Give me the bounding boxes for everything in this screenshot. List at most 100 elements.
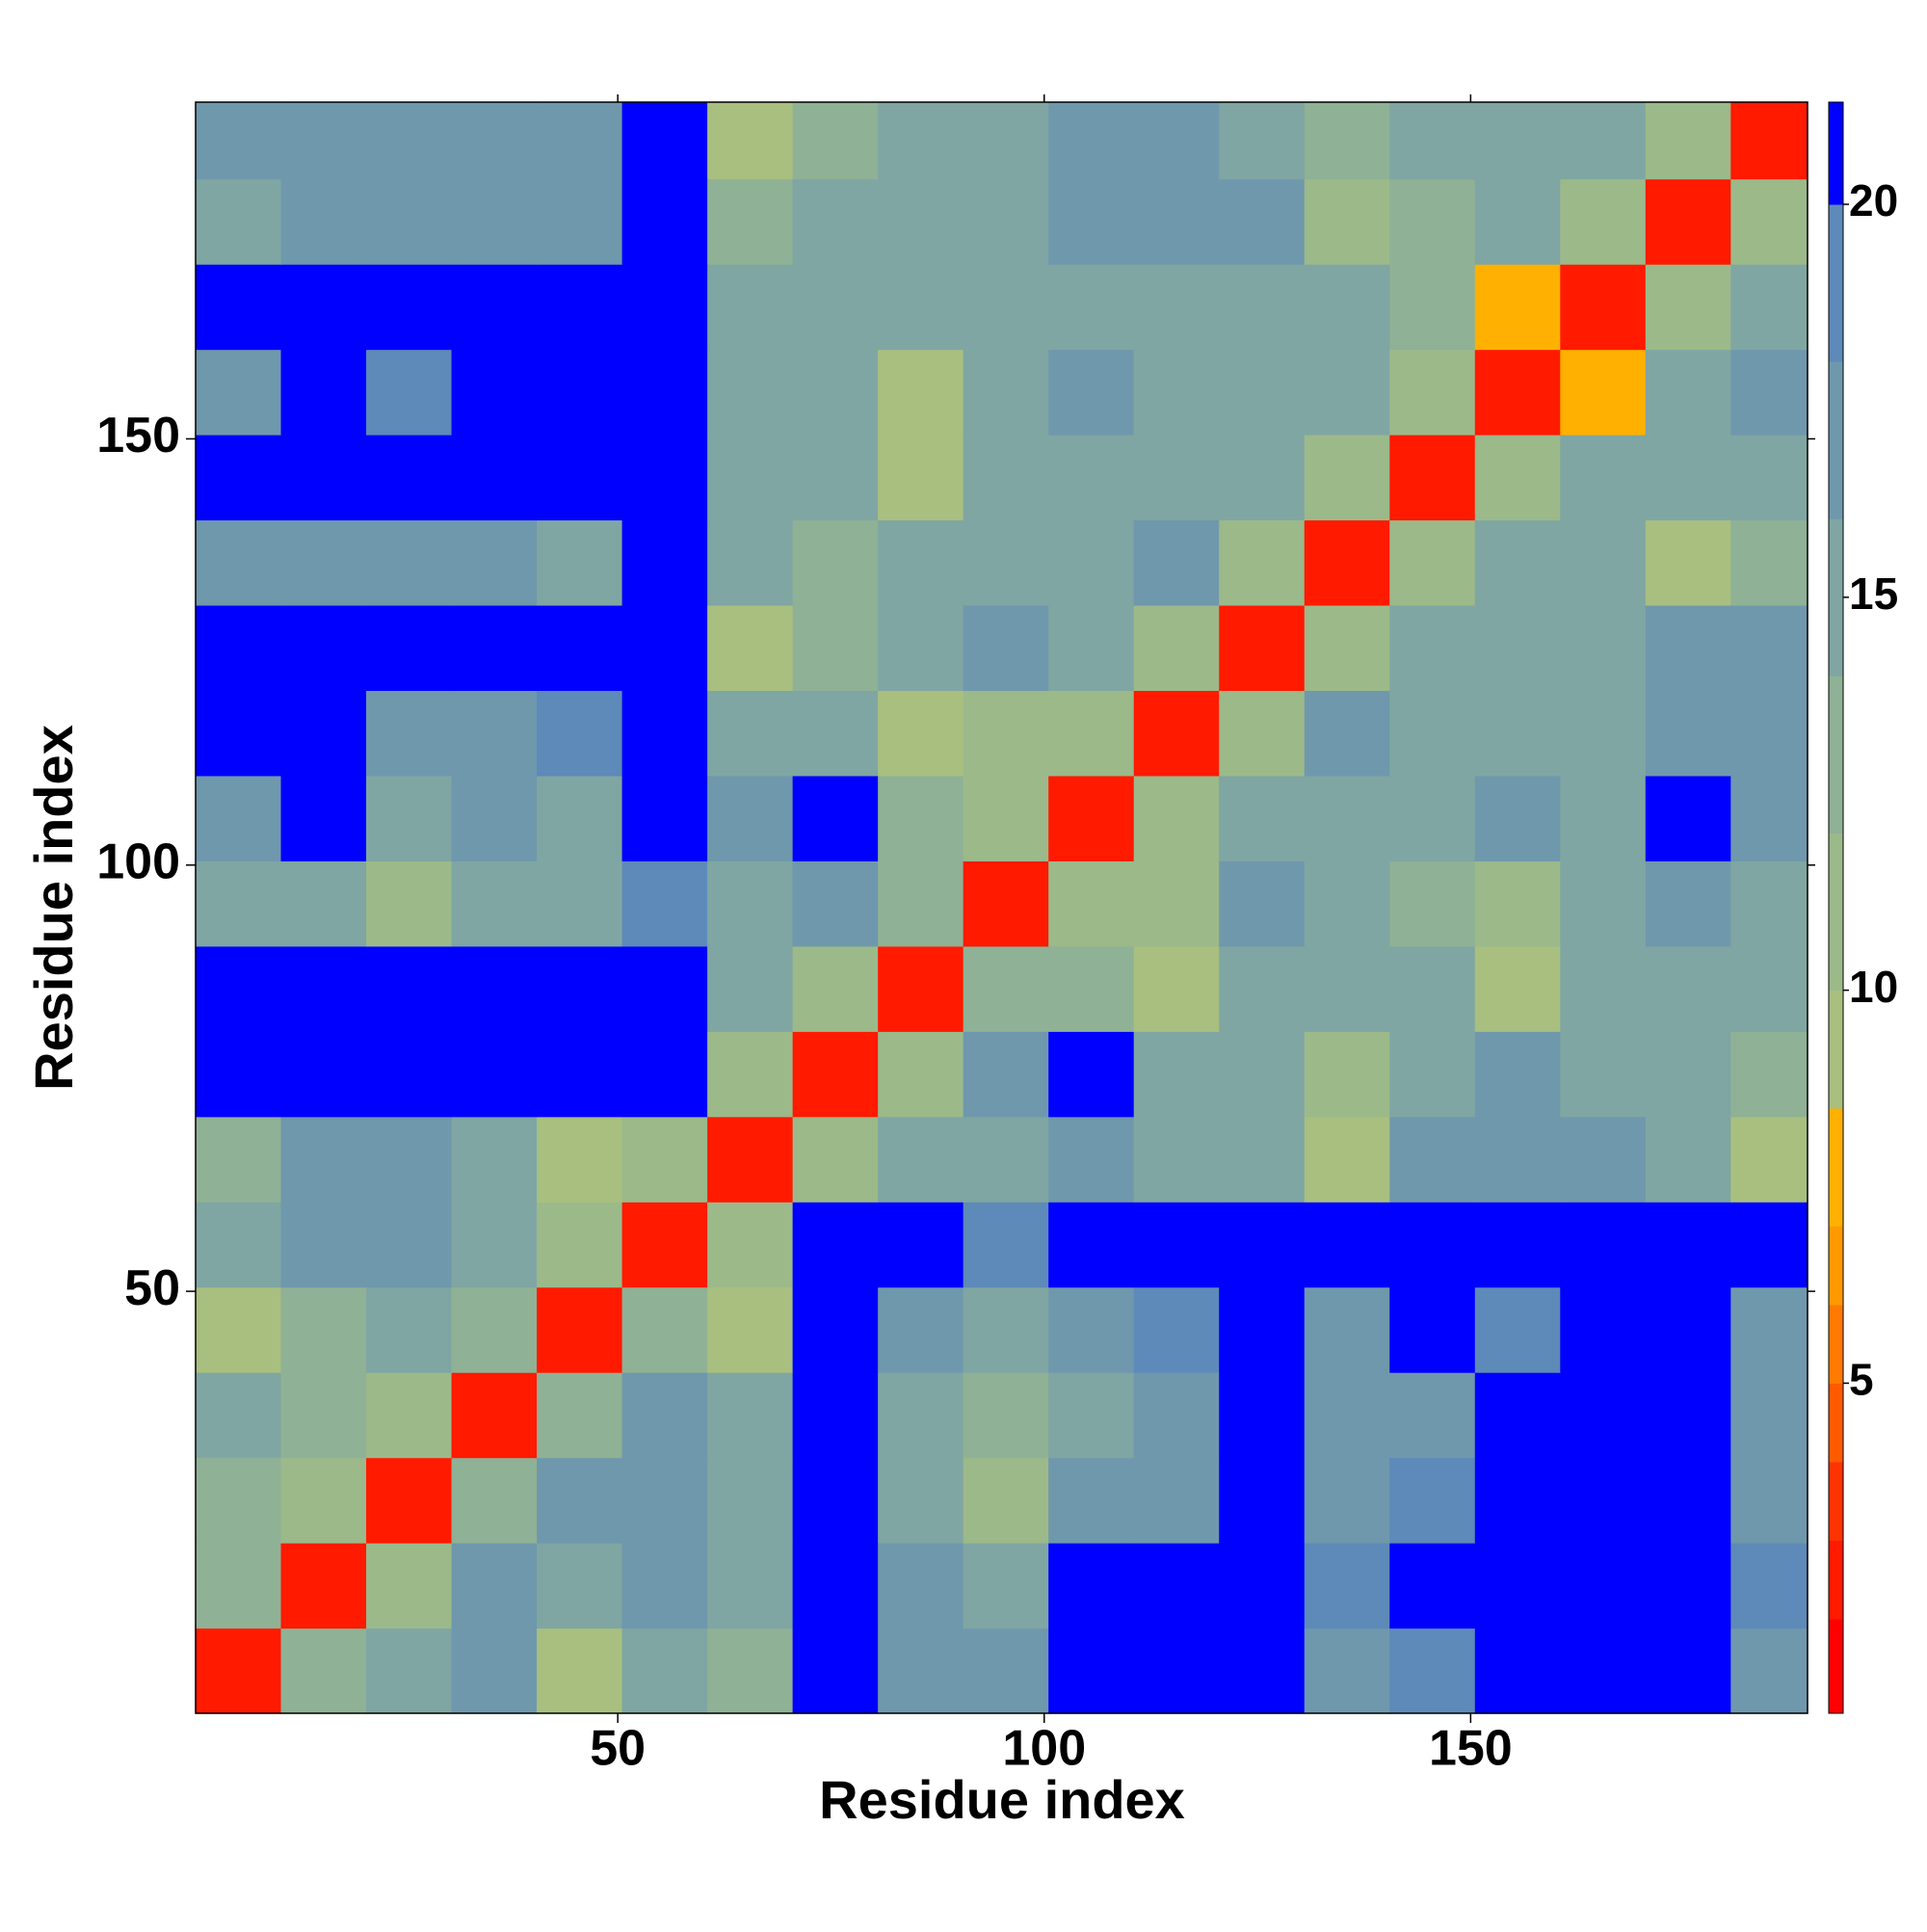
heatmap-cell xyxy=(1304,1543,1390,1629)
heatmap-cell xyxy=(1474,1116,1561,1203)
colorbar-segment xyxy=(1829,1540,1843,1620)
heatmap-cell xyxy=(1645,519,1731,606)
heatmap-cell xyxy=(280,1457,367,1544)
colorbar-segment xyxy=(1829,1383,1843,1463)
heatmap-cell xyxy=(1474,1543,1561,1629)
heatmap-cell xyxy=(451,860,538,947)
heatmap-cell xyxy=(1474,349,1561,436)
heatmap-cell xyxy=(1219,1543,1306,1629)
heatmap-cell xyxy=(792,102,879,180)
heatmap-cell xyxy=(1645,349,1731,436)
x-axis-title: Residue index xyxy=(819,1769,1185,1830)
heatmap-cell xyxy=(963,519,1049,606)
heatmap-cell xyxy=(1389,1372,1476,1459)
colorbar-segment xyxy=(1829,518,1843,676)
heatmap-cell xyxy=(537,349,623,436)
heatmap-cell xyxy=(707,775,794,861)
heatmap-cell xyxy=(792,519,879,606)
heatmap-cell xyxy=(1645,860,1731,947)
heatmap-cell xyxy=(1389,519,1476,606)
heatmap-cell xyxy=(537,1372,623,1459)
heatmap-cell xyxy=(1560,1457,1647,1544)
heatmap-cell xyxy=(366,178,453,265)
heatmap-cell xyxy=(1304,775,1390,861)
heatmap-cell xyxy=(1730,1628,1808,1714)
heatmap-cell xyxy=(792,775,879,861)
heatmap-cell xyxy=(1560,264,1647,351)
heatmap-cell xyxy=(1219,1286,1306,1373)
heatmap-cell xyxy=(1645,1202,1731,1288)
heatmap-cell xyxy=(1389,775,1476,861)
heatmap-cell xyxy=(280,349,367,436)
heatmap-cell xyxy=(537,1457,623,1544)
heatmap-cell xyxy=(792,349,879,436)
heatmap-cell xyxy=(1048,1543,1135,1629)
heatmap-cell xyxy=(621,349,708,436)
heatmap-cell xyxy=(280,1202,367,1288)
heatmap-cell xyxy=(1645,604,1731,692)
heatmap-cell xyxy=(196,775,282,861)
heatmap-cell xyxy=(1645,775,1731,861)
heatmap-cell xyxy=(280,1286,367,1373)
heatmap-cell xyxy=(1730,775,1808,861)
heatmap-cell xyxy=(1389,1628,1476,1714)
heatmap-cell xyxy=(707,1543,794,1629)
heatmap-cell xyxy=(878,1286,964,1373)
colorbar-tick-label: 20 xyxy=(1849,175,1898,225)
heatmap-cell xyxy=(707,349,794,436)
heatmap-cell xyxy=(280,1116,367,1203)
heatmap-cell xyxy=(537,775,623,861)
heatmap-cell xyxy=(451,1202,538,1288)
heatmap-cell xyxy=(366,1543,453,1629)
heatmap-cell xyxy=(1304,1202,1390,1288)
heatmap-cell xyxy=(792,178,879,265)
heatmap-cell xyxy=(451,690,538,777)
heatmap-cell xyxy=(621,860,708,947)
heatmap-cell xyxy=(537,435,623,521)
heatmap-cell xyxy=(1133,349,1220,436)
heatmap-cell xyxy=(280,945,367,1032)
heatmap-cell xyxy=(963,435,1049,521)
colorbar-segment xyxy=(1829,675,1843,834)
heatmap-cell xyxy=(1560,860,1647,947)
heatmap-cell xyxy=(196,1628,282,1714)
heatmap-cell xyxy=(1304,860,1390,947)
heatmap-cell xyxy=(1389,102,1476,180)
heatmap-cell xyxy=(1645,435,1731,521)
heatmap-cell xyxy=(878,1202,964,1288)
heatmap-cell xyxy=(1389,1116,1476,1203)
heatmap-cell xyxy=(707,604,794,692)
heatmap-cell xyxy=(878,690,964,777)
heatmap-cell xyxy=(537,178,623,265)
heatmap-cell xyxy=(1048,1031,1135,1118)
heatmap-cell xyxy=(537,1031,623,1118)
heatmap-cell xyxy=(707,690,794,777)
heatmap-cell xyxy=(963,1457,1049,1544)
heatmap-cell xyxy=(792,1286,879,1373)
heatmap-cell xyxy=(1133,519,1220,606)
heatmap-cell xyxy=(280,604,367,692)
heatmap-cell xyxy=(537,1116,623,1203)
heatmap-cell xyxy=(1474,690,1561,777)
heatmap-cell xyxy=(451,1628,538,1714)
heatmap-cell xyxy=(621,1202,708,1288)
heatmap-cell xyxy=(1730,1543,1808,1629)
heatmap-cell xyxy=(1133,1628,1220,1714)
heatmap-cell xyxy=(792,1031,879,1118)
heatmap-cell xyxy=(963,1628,1049,1714)
heatmap-cell xyxy=(878,178,964,265)
heatmap-cell xyxy=(1389,178,1476,265)
heatmap-cell xyxy=(1133,690,1220,777)
heatmap-cell xyxy=(1133,1286,1220,1373)
heatmap-cell xyxy=(196,1543,282,1629)
heatmap-cell xyxy=(1645,945,1731,1032)
heatmap-cell xyxy=(878,945,964,1032)
heatmap-cell xyxy=(1730,349,1808,436)
heatmap-cell xyxy=(196,435,282,521)
heatmap-cell xyxy=(1730,264,1808,351)
heatmap-cell xyxy=(1645,264,1731,351)
heatmap-cell xyxy=(621,1372,708,1459)
heatmap-cell xyxy=(621,1116,708,1203)
heatmap-cell xyxy=(1219,1202,1306,1288)
heatmap-cell xyxy=(1048,519,1135,606)
